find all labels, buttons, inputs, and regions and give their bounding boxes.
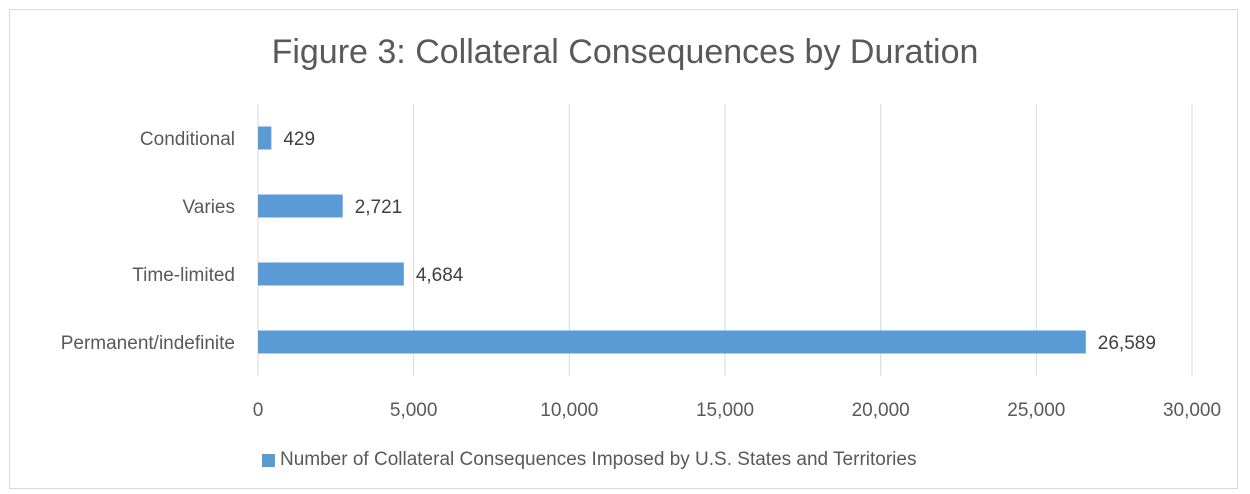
x-tick-label: 10,000 [540,400,598,421]
category-label: Permanent/indefinite [61,333,235,354]
x-tick-label: 20,000 [852,400,910,421]
legend-swatch [262,453,275,467]
legend: Number of Collateral Consequences Impose… [262,449,916,471]
chart-frame [9,9,1238,489]
data-label: 2,721 [355,197,403,218]
chart-title: Figure 3: Collateral Consequences by Dur… [271,33,979,71]
category-label: Varies [183,197,235,218]
x-tick-label: 0 [253,400,264,421]
category-label: Time-limited [132,265,235,286]
x-tick-label: 15,000 [696,400,754,421]
category-label: Conditional [140,129,235,150]
data-label: 429 [283,129,315,150]
x-tick-label: 5,000 [390,400,438,421]
data-label: 4,684 [416,265,464,286]
bar [258,194,343,218]
legend-label: Number of Collateral Consequences Impose… [280,449,917,470]
bar [258,330,1086,354]
data-label: 26,589 [1098,333,1156,354]
x-tick-label: 30,000 [1163,400,1221,421]
x-tick-label: 25,000 [1007,400,1065,421]
bar [258,262,404,286]
bar [258,126,272,150]
